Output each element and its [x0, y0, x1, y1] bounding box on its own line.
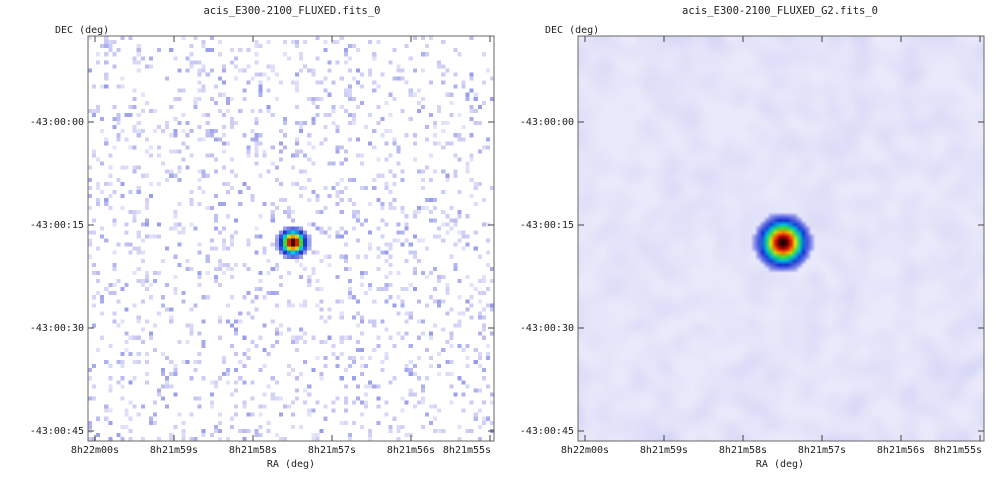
panel-2: acis_E300-2100_FLUXED_G2.fits_0 DEC (deg… [520, 5, 985, 470]
panel-1-ytick-1: -43:00:15 [30, 220, 84, 231]
panel-2-image [578, 36, 984, 441]
panel-1-ytick-2: -43:00:30 [30, 323, 84, 334]
panel-2-xtick-3: 8h21m57s [798, 445, 846, 456]
panel-1-ylabel: DEC (deg) [55, 25, 109, 36]
panel-1-xtick-5: 8h21m55s [443, 445, 491, 456]
panel-1-xtick-4: 8h21m56s [387, 445, 435, 456]
panel-1: acis_E300-2100_FLUXED.fits_0 DEC (deg) -… [30, 5, 495, 470]
panel-1-ytick-0: -43:00:00 [30, 117, 84, 128]
panel-2-ytick-2: -43:00:30 [520, 323, 574, 334]
panel-2-xtick-1: 8h21m59s [640, 445, 688, 456]
panel-1-xtick-1: 8h21m59s [150, 445, 198, 456]
panel-2-xtick-2: 8h21m58s [719, 445, 767, 456]
panel-1-frame [87, 35, 495, 442]
panel-2-xtick-0: 8h22m00s [561, 445, 609, 456]
panel-1-xtick-2: 8h21m58s [229, 445, 277, 456]
panel-1-title: acis_E300-2100_FLUXED.fits_0 [203, 5, 380, 17]
panel-2-xtick-5: 8h21m55s [934, 445, 982, 456]
panel-1-y-ticks: -43:00:00 -43:00:15 -43:00:30 -43:00:45 [30, 117, 494, 437]
panel-2-frame [577, 35, 985, 442]
panel-1-xtick-3: 8h21m57s [308, 445, 356, 456]
panel-2-xlabel: RA (deg) [756, 459, 804, 470]
panel-2-ytick-3: -43:00:45 [520, 426, 574, 437]
panel-2-x-ticks: 8h22m00s 8h21m59s 8h21m58s 8h21m57s 8h21… [561, 36, 982, 456]
panel-2-title: acis_E300-2100_FLUXED_G2.fits_0 [682, 5, 878, 17]
panel-1-image [88, 36, 494, 441]
panel-1-image-pixels [88, 36, 494, 441]
panel-1-xtick-0: 8h22m00s [71, 445, 119, 456]
panel-2-xtick-4: 8h21m56s [877, 445, 925, 456]
panel-2-ytick-1: -43:00:15 [520, 220, 574, 231]
panel-1-x-ticks: 8h22m00s 8h21m59s 8h21m58s 8h21m57s 8h21… [71, 36, 491, 456]
panel-2-ylabel: DEC (deg) [545, 25, 599, 36]
panel-2-y-ticks: -43:00:00 -43:00:15 -43:00:30 -43:00:45 [520, 117, 984, 437]
panel-2-ytick-0: -43:00:00 [520, 117, 574, 128]
panel-1-xlabel: RA (deg) [267, 459, 315, 470]
panel-2-image-pixels [578, 36, 984, 441]
panel-1-ytick-3: -43:00:45 [30, 426, 84, 437]
